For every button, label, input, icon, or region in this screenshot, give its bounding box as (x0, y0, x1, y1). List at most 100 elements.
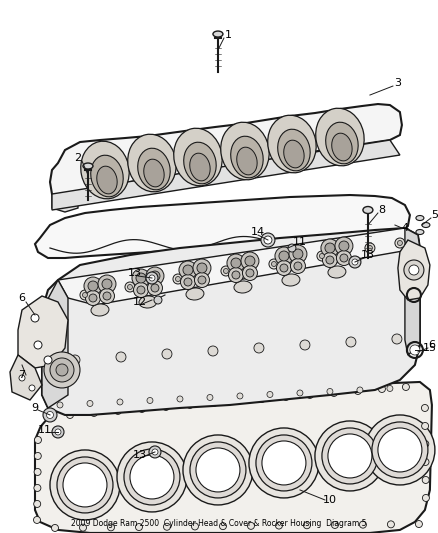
Polygon shape (405, 228, 420, 355)
Circle shape (395, 238, 405, 248)
Circle shape (191, 523, 198, 530)
Circle shape (177, 396, 183, 402)
Circle shape (147, 398, 153, 403)
Circle shape (227, 254, 245, 272)
Circle shape (415, 521, 422, 528)
Polygon shape (52, 140, 400, 210)
Circle shape (422, 477, 429, 483)
Text: 14: 14 (251, 227, 265, 237)
Circle shape (288, 244, 296, 252)
Ellipse shape (284, 140, 304, 168)
Ellipse shape (282, 274, 300, 286)
Polygon shape (10, 355, 42, 400)
Circle shape (117, 442, 187, 512)
Text: 13: 13 (128, 268, 142, 278)
Circle shape (196, 448, 240, 492)
Text: 4: 4 (401, 223, 409, 233)
Circle shape (293, 249, 303, 259)
Circle shape (403, 383, 410, 391)
Circle shape (137, 286, 145, 294)
Circle shape (388, 521, 394, 528)
Text: 5: 5 (431, 210, 438, 220)
Circle shape (124, 449, 180, 505)
Circle shape (319, 254, 325, 259)
Polygon shape (50, 104, 402, 200)
Circle shape (56, 364, 68, 376)
Circle shape (57, 402, 63, 408)
Circle shape (357, 387, 363, 393)
Text: 12: 12 (133, 297, 147, 307)
Circle shape (154, 296, 162, 304)
Circle shape (34, 341, 42, 349)
Circle shape (254, 343, 264, 353)
Text: 8: 8 (378, 205, 385, 215)
Circle shape (258, 395, 265, 402)
Ellipse shape (213, 31, 223, 37)
Circle shape (127, 285, 132, 289)
Circle shape (70, 355, 80, 365)
Circle shape (44, 356, 52, 364)
Circle shape (261, 233, 275, 247)
Circle shape (279, 251, 289, 261)
Circle shape (352, 259, 358, 265)
Ellipse shape (91, 304, 109, 316)
Circle shape (148, 280, 162, 295)
Text: 3: 3 (394, 78, 401, 88)
Circle shape (378, 428, 422, 472)
Circle shape (194, 272, 209, 287)
Circle shape (80, 290, 90, 300)
Text: 10: 10 (323, 495, 337, 505)
Circle shape (79, 524, 86, 531)
Text: 11: 11 (293, 237, 307, 247)
Circle shape (210, 399, 217, 407)
Circle shape (307, 391, 314, 399)
Circle shape (208, 346, 218, 356)
Circle shape (272, 262, 276, 266)
Circle shape (365, 415, 435, 485)
Circle shape (152, 449, 158, 455)
Circle shape (149, 275, 155, 281)
Text: 7: 7 (18, 370, 25, 380)
Circle shape (135, 523, 142, 530)
Circle shape (276, 522, 283, 529)
Circle shape (247, 522, 254, 529)
Circle shape (421, 405, 428, 411)
Polygon shape (58, 228, 420, 305)
Polygon shape (42, 280, 68, 408)
Circle shape (176, 277, 180, 281)
Circle shape (346, 337, 356, 347)
Circle shape (116, 352, 126, 362)
Circle shape (31, 314, 39, 322)
Ellipse shape (326, 122, 358, 164)
Text: 13: 13 (361, 250, 375, 260)
Circle shape (98, 275, 116, 293)
Ellipse shape (278, 129, 310, 171)
Circle shape (322, 428, 378, 484)
Circle shape (335, 237, 353, 255)
Ellipse shape (363, 206, 373, 214)
Circle shape (327, 389, 333, 394)
Circle shape (107, 524, 114, 531)
Circle shape (256, 435, 312, 491)
Circle shape (29, 385, 35, 391)
Ellipse shape (97, 166, 117, 194)
Circle shape (275, 247, 293, 265)
Circle shape (197, 263, 207, 273)
Circle shape (340, 254, 348, 262)
Circle shape (262, 441, 306, 485)
Circle shape (404, 260, 424, 280)
Circle shape (283, 393, 290, 400)
Circle shape (19, 375, 25, 381)
Ellipse shape (422, 222, 430, 228)
Ellipse shape (139, 296, 157, 308)
Circle shape (372, 422, 428, 478)
Ellipse shape (138, 148, 170, 190)
Ellipse shape (186, 288, 204, 300)
Circle shape (349, 256, 361, 268)
Circle shape (146, 272, 158, 284)
Circle shape (317, 251, 327, 261)
Ellipse shape (221, 122, 269, 180)
Ellipse shape (237, 147, 257, 175)
Circle shape (34, 453, 41, 459)
Circle shape (267, 391, 273, 398)
